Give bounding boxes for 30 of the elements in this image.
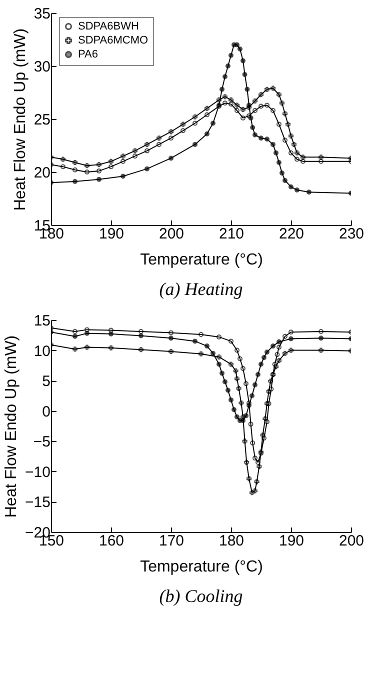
y-tick-label: 35 [34, 6, 50, 22]
y-tick-label: 20 [34, 164, 50, 182]
y-tick-label: 10 [34, 342, 50, 360]
x-axis-title: Temperature (°C) [140, 252, 263, 268]
legend-label: SDPA6MCMO [78, 34, 149, 46]
text: (b) Cooling [159, 586, 243, 606]
x-tick-label: 200 [338, 532, 364, 550]
y-tick-label: 25 [34, 112, 50, 128]
y-tick-label: −5 [33, 434, 50, 451]
x-tick-label: 210 [218, 226, 244, 242]
y-tick-label: −10 [25, 464, 50, 481]
y-axis-title: Heat Flow Endo Up (mW) [3, 335, 20, 518]
x-tick-label: 230 [338, 226, 364, 242]
x-tick-label: 160 [98, 532, 124, 550]
y-tick-label: 5 [42, 373, 50, 390]
text: (a) Heating [159, 279, 243, 299]
y-tick-label: 30 [34, 58, 50, 76]
x-axis-title: Temperature (°C) [140, 558, 263, 576]
y-tick-label: 15 [34, 312, 50, 330]
x-tick-label: 190 [278, 532, 304, 550]
legend-label: PA6 [78, 48, 98, 60]
x-tick-label: 180 [218, 532, 244, 550]
x-tick-label: 220 [278, 226, 304, 242]
y-tick-label: 0 [42, 403, 50, 420]
y-axis-title: Heat Flow Endo Up (mW) [12, 28, 29, 211]
x-tick-label: 200 [158, 226, 184, 242]
legend-label: SDPA6BWH [78, 20, 139, 32]
y-tick-label: −15 [25, 494, 50, 512]
x-tick-label: 190 [98, 226, 124, 242]
x-tick-label: 170 [158, 532, 184, 550]
